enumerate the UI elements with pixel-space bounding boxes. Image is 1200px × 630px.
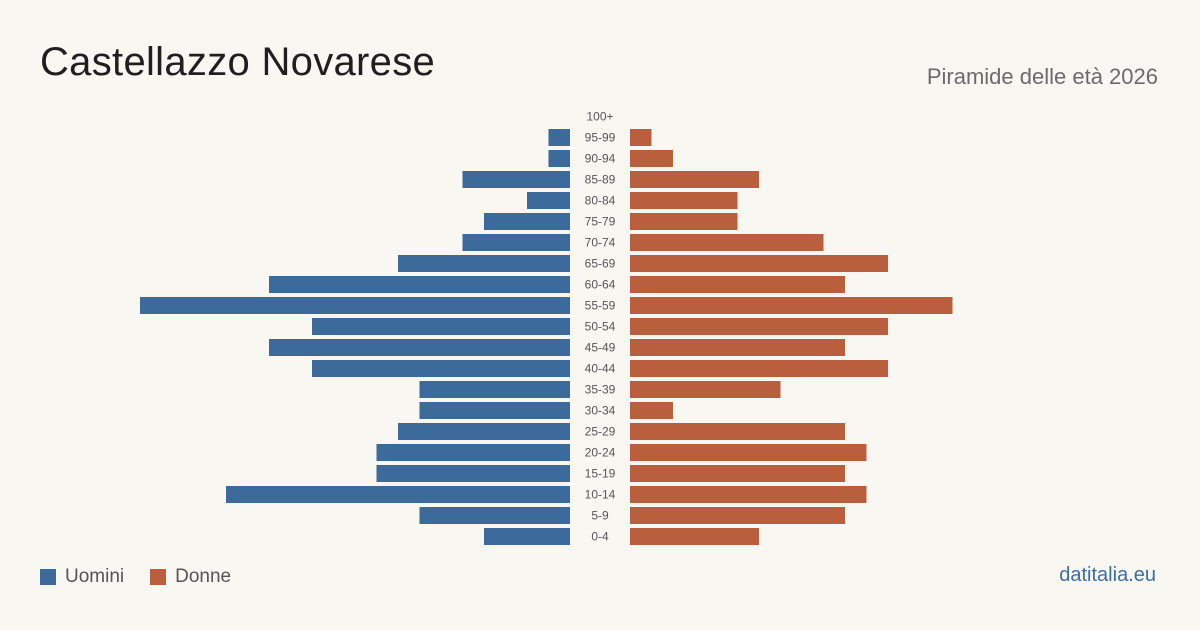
bar-women-95-99 — [630, 129, 652, 146]
chart-title: Castellazzo Novarese — [40, 40, 436, 84]
age-label: 65-69 — [585, 257, 616, 271]
age-label: 90-94 — [585, 152, 616, 166]
bar-women-10-14 — [630, 486, 867, 503]
legend: Uomini Donne — [40, 566, 247, 588]
bar-men-45-49 — [269, 339, 570, 356]
bar-men-50-54 — [312, 318, 570, 335]
age-label: 100+ — [586, 110, 613, 124]
bar-men-0-4 — [484, 528, 570, 545]
bar-men-65-69 — [398, 255, 570, 272]
bar-women-75-79 — [630, 213, 738, 230]
age-label: 85-89 — [585, 173, 616, 187]
bar-women-70-74 — [630, 234, 824, 251]
bar-men-90-94 — [548, 150, 570, 167]
age-label: 10-14 — [585, 488, 616, 502]
bar-men-60-64 — [269, 276, 570, 293]
bar-men-15-19 — [376, 465, 570, 482]
bar-women-25-29 — [630, 423, 845, 440]
bar-women-60-64 — [630, 276, 845, 293]
age-label: 20-24 — [585, 446, 616, 460]
legend-swatch-women — [150, 569, 167, 585]
bar-men-40-44 — [312, 360, 570, 377]
legend-label-women: Donne — [175, 566, 232, 587]
bar-women-30-34 — [630, 402, 673, 419]
age-label: 75-79 — [585, 215, 616, 229]
age-label: 0-4 — [591, 530, 609, 544]
bar-women-50-54 — [630, 318, 888, 335]
bar-men-85-89 — [462, 171, 570, 188]
chart-subtitle: Piramide delle età 2026 — [926, 64, 1158, 89]
bar-men-75-79 — [484, 213, 570, 230]
legend-item-women: Donne — [150, 566, 231, 588]
bar-men-35-39 — [419, 381, 570, 398]
age-label: 45-49 — [585, 341, 616, 355]
bar-men-30-34 — [419, 402, 570, 419]
bar-men-70-74 — [462, 234, 570, 251]
bar-women-40-44 — [630, 360, 888, 377]
bar-women-0-4 — [630, 528, 759, 545]
bar-women-20-24 — [630, 444, 867, 461]
bar-men-20-24 — [376, 444, 570, 461]
age-label: 5-9 — [591, 509, 609, 523]
bar-women-80-84 — [630, 192, 738, 209]
bar-women-65-69 — [630, 255, 888, 272]
age-label: 55-59 — [585, 299, 616, 313]
age-label: 95-99 — [585, 131, 616, 145]
source-link[interactable]: datitalia.eu — [1059, 564, 1156, 586]
legend-swatch-men — [40, 569, 56, 585]
legend-label-men: Uomini — [65, 566, 125, 587]
age-label: 35-39 — [585, 383, 616, 397]
bar-men-55-59 — [140, 297, 570, 314]
age-label: 25-29 — [585, 425, 616, 439]
bar-men-80-84 — [527, 192, 570, 209]
age-label: 60-64 — [585, 278, 616, 292]
bar-women-90-94 — [630, 150, 673, 167]
bar-men-95-99 — [548, 129, 570, 146]
age-label: 80-84 — [585, 194, 616, 208]
bar-women-85-89 — [630, 171, 759, 188]
bar-women-15-19 — [630, 465, 845, 482]
bar-women-45-49 — [630, 339, 845, 356]
bar-women-5-9 — [630, 507, 845, 524]
bar-men-10-14 — [226, 486, 570, 503]
legend-item-men: Uomini — [40, 566, 124, 588]
age-label: 70-74 — [585, 236, 616, 250]
bar-men-5-9 — [419, 507, 570, 524]
age-label: 15-19 — [585, 467, 616, 481]
age-label: 30-34 — [585, 404, 616, 418]
age-label: 50-54 — [585, 320, 616, 334]
age-label: 40-44 — [585, 362, 616, 376]
bar-women-35-39 — [630, 381, 781, 398]
bar-men-25-29 — [398, 423, 570, 440]
bar-women-55-59 — [630, 297, 953, 314]
